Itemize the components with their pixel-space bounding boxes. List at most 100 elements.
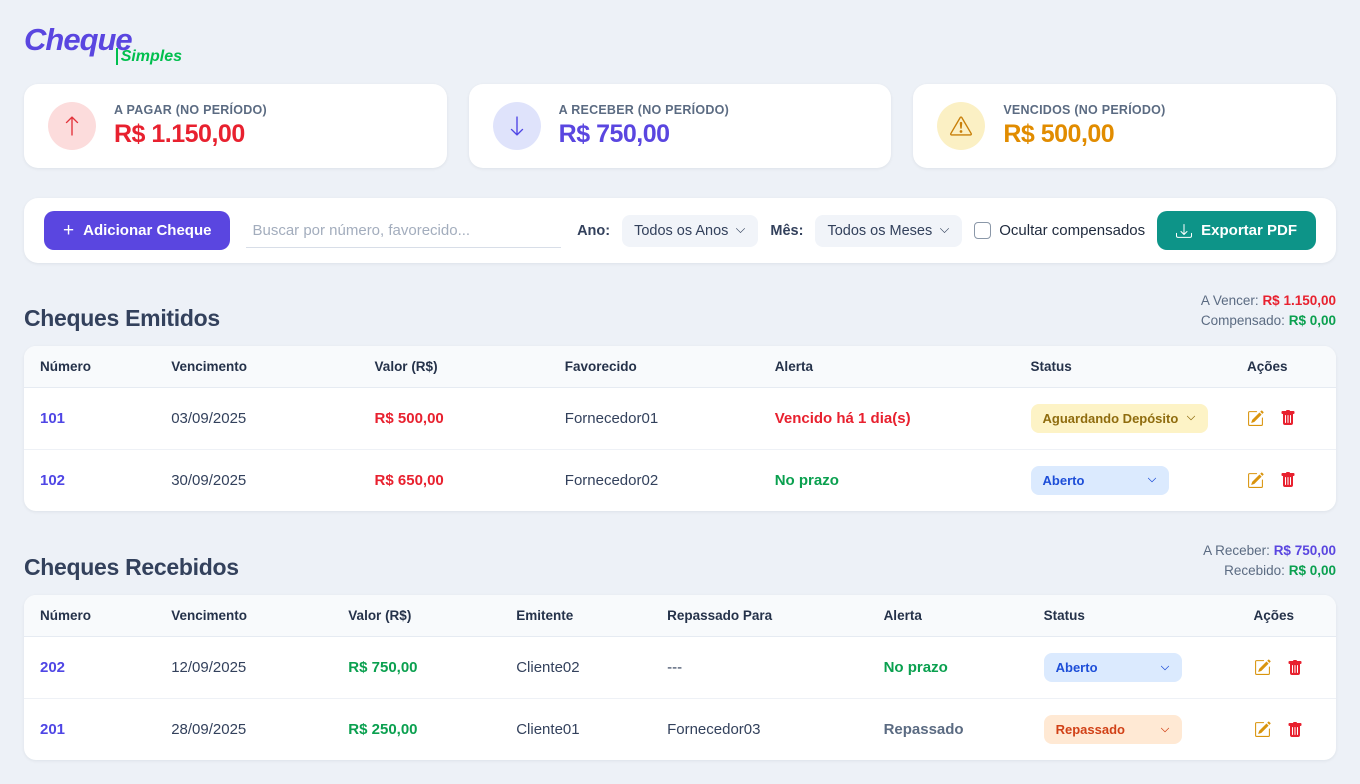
download-icon [1176, 223, 1193, 239]
received-header-row: Número Vencimento Valor (R$) Emitente Re… [24, 595, 1336, 637]
col-alerta: Alerta [867, 595, 1028, 637]
card-value: R$ 500,00 [1003, 120, 1115, 148]
row-actions [1254, 659, 1320, 676]
logo-secondary-text: Simples [115, 48, 183, 65]
delete-icon[interactable] [1287, 659, 1303, 676]
arrow-up-icon [48, 102, 96, 150]
summary-cards: A PAGAR (NO PERÍODO) R$ 1.150,00 A RECEB… [24, 84, 1337, 168]
card-label: A PAGAR (NO PERÍODO) [114, 103, 267, 117]
total-label: Compensado: [1200, 313, 1285, 329]
cheque-alerta: No prazo [774, 471, 839, 489]
cheque-favorecido: Fornecedor01 [548, 387, 759, 450]
col-favorecido: Favorecido [548, 345, 759, 388]
cheque-valor: R$ 650,00 [374, 471, 444, 489]
status-select-value: Aberto [1042, 472, 1085, 488]
card-value: R$ 750,00 [558, 120, 670, 148]
cheque-valor: R$ 750,00 [332, 636, 501, 699]
warning-icon [937, 102, 986, 150]
received-section-head: Cheques Recebidos A Receber: R$ 750,00 R… [24, 541, 1336, 582]
col-acoes: Ações [1230, 345, 1336, 388]
total-value: R$ 0,00 [1288, 313, 1336, 329]
cheque-repassado-para: Fornecedor03 [667, 721, 761, 738]
received-total-recebido: Recebido: R$ 0,00 [1203, 561, 1336, 581]
row-actions [1247, 472, 1320, 489]
hide-cleared-checkbox[interactable] [974, 222, 992, 239]
add-cheque-button[interactable]: + Adicionar Cheque [44, 211, 231, 250]
cheque-numero: 201 [40, 721, 66, 738]
chevron-down-icon [735, 225, 746, 236]
chevron-down-icon [1147, 475, 1157, 485]
status-select-value: Aberto [1055, 660, 1098, 675]
edit-icon[interactable] [1254, 659, 1271, 676]
emitted-section-head: Cheques Emitidos A Vencer: R$ 1.150,00 C… [24, 291, 1336, 332]
table-row: 101 03/09/2025 R$ 500,00 Fornecedor01 Ve… [24, 387, 1336, 450]
edit-icon[interactable] [1247, 410, 1264, 427]
col-numero: Número [24, 595, 156, 637]
col-status: Status [1014, 345, 1231, 388]
col-numero: Número [24, 345, 156, 388]
col-repassado-para: Repassado Para [651, 595, 868, 637]
cheque-vencimento: 30/09/2025 [171, 471, 247, 489]
hide-cleared-label: Ocultar compensados [999, 222, 1146, 239]
month-select[interactable]: Todos os Meses [815, 214, 963, 247]
col-vencimento: Vencimento [155, 595, 333, 637]
cheque-emitente: Cliente01 [516, 721, 580, 738]
cheque-favorecido: Fornecedor02 [564, 471, 659, 489]
card-vencidos: VENCIDOS (NO PERÍODO) R$ 500,00 [913, 84, 1337, 168]
status-select[interactable]: Aberto [1030, 465, 1169, 495]
cheque-alerta: Vencido há 1 dia(s) [758, 387, 1015, 450]
received-table-card: Número Vencimento Valor (R$) Emitente Re… [24, 595, 1336, 760]
cheque-numero: 101 [24, 387, 156, 450]
cheque-valor: R$ 250,00 [348, 721, 418, 738]
col-acoes: Ações [1237, 595, 1336, 637]
received-total-a-receber: A Receber: R$ 750,00 [1203, 541, 1336, 561]
edit-icon[interactable] [1247, 472, 1264, 489]
status-select[interactable]: Repassado [1043, 715, 1182, 744]
table-row: 202 12/09/2025 R$ 750,00 Cliente02 --- N… [24, 636, 1336, 699]
cheque-alerta: No prazo [867, 636, 1028, 699]
month-filter-label: Mês: [770, 222, 804, 239]
app-logo: ChequeSimples [24, 22, 1336, 65]
emitted-title: Cheques Emitidos [24, 304, 220, 331]
delete-icon[interactable] [1280, 472, 1296, 488]
export-pdf-button[interactable]: Exportar PDF [1157, 211, 1316, 250]
chevron-down-icon [1160, 663, 1170, 673]
total-label: Recebido: [1224, 562, 1285, 578]
hide-cleared-toggle[interactable]: Ocultar compensados [974, 222, 1145, 239]
cheque-alerta: Repassado [883, 721, 964, 738]
cheque-repassado-para: --- [651, 636, 868, 699]
total-value: R$ 0,00 [1288, 562, 1336, 578]
total-label: A Vencer: [1200, 293, 1259, 308]
received-totals: A Receber: R$ 750,00 Recebido: R$ 0,00 [1203, 541, 1336, 582]
status-select-value: Aguardando Depósito [1042, 410, 1179, 426]
emitted-totals: A Vencer: R$ 1.150,00 Compensado: R$ 0,0… [1201, 291, 1336, 332]
year-select-value: Todos os Anos [634, 222, 729, 239]
total-label: A Receber: [1203, 542, 1270, 558]
year-select[interactable]: Todos os Anos [622, 214, 759, 247]
card-a-receber: A RECEBER (NO PERÍODO) R$ 750,00 [468, 84, 892, 168]
cheque-emitente: Cliente02 [500, 636, 652, 699]
export-pdf-label: Exportar PDF [1201, 222, 1297, 239]
cheque-vencimento: 12/09/2025 [155, 636, 333, 699]
toolbar: + Adicionar Cheque Ano: Todos os Anos Mê… [24, 198, 1336, 263]
col-valor: Valor (R$) [332, 595, 501, 637]
status-select[interactable]: Aguardando Depósito [1030, 403, 1209, 433]
filters: Ano: Todos os Anos Mês: Todos os Meses O… [577, 211, 1316, 250]
col-emitente: Emitente [500, 595, 652, 637]
card-a-pagar: A PAGAR (NO PERÍODO) R$ 1.150,00 [24, 84, 447, 168]
table-row: 201 28/09/2025 R$ 250,00 Cliente01 Forne… [24, 699, 1336, 761]
status-select[interactable]: Aberto [1043, 653, 1182, 682]
arrow-down-icon [492, 102, 541, 150]
emitted-table: Número Vencimento Valor (R$) Favorecido … [24, 345, 1336, 511]
row-actions [1247, 410, 1320, 427]
chevron-down-icon [939, 225, 950, 236]
col-vencimento: Vencimento [155, 345, 359, 388]
emitted-total-compensado: Compensado: R$ 0,00 [1201, 311, 1336, 331]
delete-icon[interactable] [1280, 410, 1296, 426]
edit-icon[interactable] [1254, 721, 1271, 738]
search-input[interactable] [246, 213, 562, 248]
chevron-down-icon [1186, 413, 1196, 423]
cheque-numero: 202 [24, 636, 156, 699]
delete-icon[interactable] [1287, 721, 1303, 738]
